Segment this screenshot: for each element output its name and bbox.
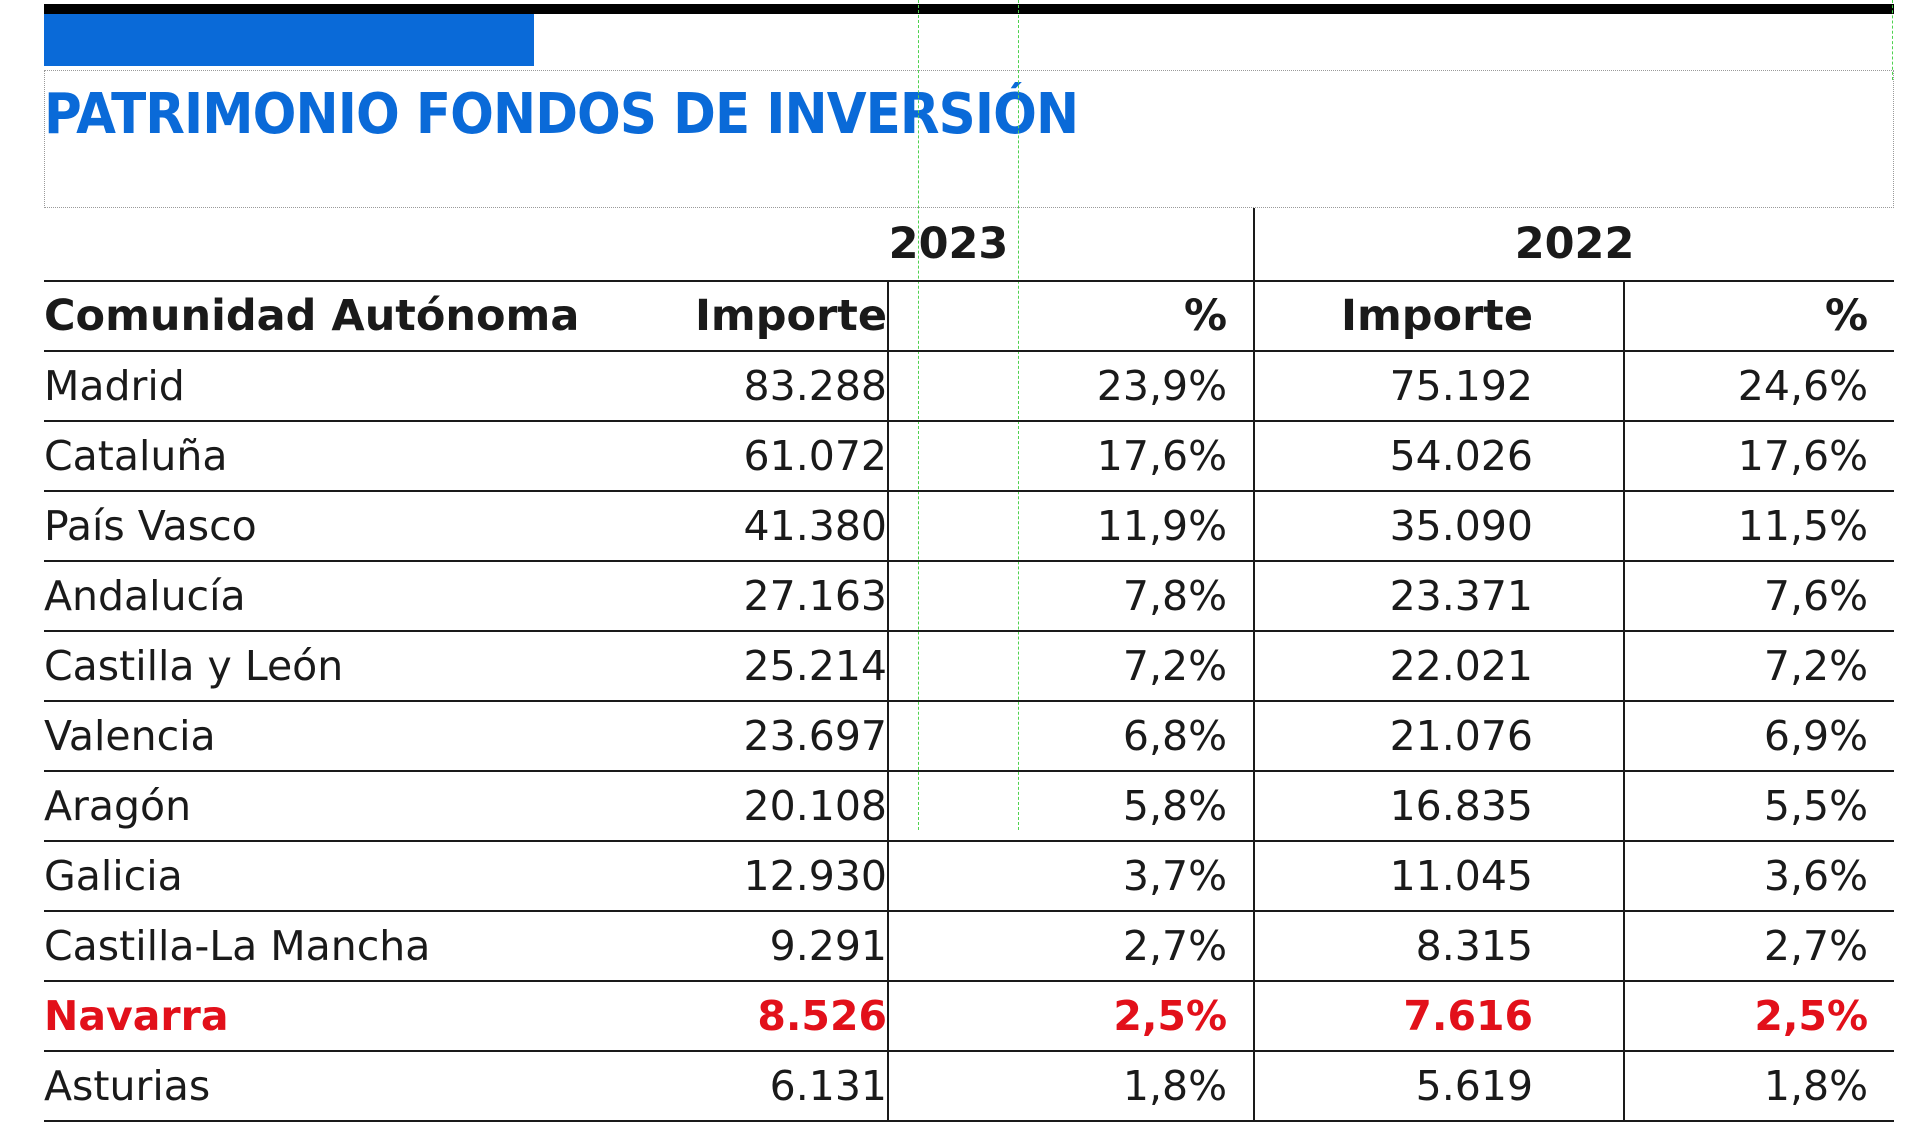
pct-2022-cell[interactable]: 1,8% (1623, 1051, 1895, 1122)
spacer-cell (887, 281, 928, 352)
page-title: PATRIMONIO FONDOS DE INVERSIÓN (44, 82, 1079, 147)
region-cell[interactable]: Castilla-La Mancha (44, 911, 644, 982)
region-cell[interactable]: Aragón (44, 771, 644, 842)
accent-bar (44, 14, 534, 66)
importe-2022-cell[interactable]: 21.076 (1253, 701, 1625, 772)
importe-2022-cell[interactable]: 54.026 (1253, 421, 1625, 492)
region-cell[interactable]: Galicia (44, 841, 644, 912)
table-row: Cataluña 61.072 17,6% 54.026 17,6% (44, 421, 1895, 492)
pct-2022-cell[interactable]: 11,5% (1623, 491, 1895, 562)
spacer-cell[interactable] (887, 631, 928, 702)
table-row: Madrid 83.288 23,9% 75.192 24,6% (44, 351, 1895, 422)
importe-2023-cell[interactable]: 6.131 (644, 1051, 888, 1122)
importe-2023-cell[interactable]: 23.697 (644, 701, 888, 772)
importe-2023-cell[interactable]: 12.930 (644, 841, 888, 912)
importe-2023-cell[interactable]: 41.380 (644, 491, 888, 562)
pct-2023-column-header: % (928, 281, 1255, 352)
region-cell[interactable]: Cataluña (44, 421, 644, 492)
region-cell[interactable]: Valencia (44, 701, 644, 772)
spacer-cell[interactable] (887, 1051, 928, 1122)
spacer-cell[interactable] (887, 561, 928, 632)
importe-2023-cell[interactable]: 27.163 (644, 561, 888, 632)
importe-2022-cell[interactable]: 22.021 (1253, 631, 1625, 702)
pct-2023-cell[interactable]: 17,6% (928, 421, 1255, 492)
spacer-cell[interactable] (887, 911, 928, 982)
spacer-cell[interactable] (887, 491, 928, 562)
importe-2023-cell[interactable]: 9.291 (644, 911, 888, 982)
importe-2023-cell[interactable]: 20.108 (644, 771, 888, 842)
investment-funds-table: 2023 2022 Comunidad Autónoma Importe % I… (44, 208, 1895, 1122)
region-cell[interactable]: Andalucía (44, 561, 644, 632)
importe-2022-cell[interactable]: 7.616 (1253, 981, 1625, 1052)
spacer-cell[interactable] (887, 701, 928, 772)
region-cell[interactable]: Navarra (44, 981, 644, 1052)
region-cell[interactable]: Madrid (44, 351, 644, 422)
pct-2022-cell[interactable]: 2,7% (1623, 911, 1895, 982)
table-row: Castilla y León 25.214 7,2% 22.021 7,2% (44, 631, 1895, 702)
pct-2023-cell[interactable]: 2,5% (928, 981, 1255, 1052)
importe-2023-cell[interactable]: 8.526 (644, 981, 888, 1052)
table-row: País Vasco 41.380 11,9% 35.090 11,5% (44, 491, 1895, 562)
column-guide-line (1892, 0, 1893, 80)
pct-2022-column-header: % (1623, 281, 1895, 352)
pct-2022-cell[interactable]: 7,6% (1623, 561, 1895, 632)
empty-header-cell (44, 208, 644, 282)
table-row: Andalucía 27.163 7,8% 23.371 7,6% (44, 561, 1895, 632)
table-row: Navarra 8.526 2,5% 7.616 2,5% (44, 981, 1895, 1052)
column-header-row: Comunidad Autónoma Importe % Importe % (44, 281, 1895, 352)
importe-2023-cell[interactable]: 83.288 (644, 351, 888, 422)
importe-2022-cell[interactable]: 75.192 (1253, 351, 1625, 422)
importe-2022-cell[interactable]: 16.835 (1253, 771, 1625, 842)
pct-2022-cell[interactable]: 7,2% (1623, 631, 1895, 702)
pct-2022-cell[interactable]: 6,9% (1623, 701, 1895, 772)
pct-2022-cell[interactable]: 24,6% (1623, 351, 1895, 422)
pct-2022-cell[interactable]: 3,6% (1623, 841, 1895, 912)
region-column-header: Comunidad Autónoma (44, 281, 644, 352)
pct-2023-cell[interactable]: 5,8% (928, 771, 1255, 842)
year-2023-header: 2023 (644, 208, 1255, 282)
importe-2022-column-header: Importe (1253, 281, 1625, 352)
table-row: Aragón 20.108 5,8% 16.835 5,5% (44, 771, 1895, 842)
year-header-row: 2023 2022 (44, 208, 1895, 282)
table-row: Galicia 12.930 3,7% 11.045 3,6% (44, 841, 1895, 912)
importe-2022-cell[interactable]: 35.090 (1253, 491, 1625, 562)
title-cell[interactable] (44, 70, 1894, 208)
pct-2023-cell[interactable]: 1,8% (928, 1051, 1255, 1122)
spacer-cell[interactable] (887, 981, 928, 1052)
pct-2023-cell[interactable]: 11,9% (928, 491, 1255, 562)
spacer-cell[interactable] (887, 421, 928, 492)
pct-2022-cell[interactable]: 17,6% (1623, 421, 1895, 492)
pct-2023-cell[interactable]: 7,2% (928, 631, 1255, 702)
spacer-cell[interactable] (887, 351, 928, 422)
pct-2023-cell[interactable]: 6,8% (928, 701, 1255, 772)
importe-2022-cell[interactable]: 11.045 (1253, 841, 1625, 912)
pct-2023-cell[interactable]: 7,8% (928, 561, 1255, 632)
spacer-cell[interactable] (887, 841, 928, 912)
importe-2022-cell[interactable]: 23.371 (1253, 561, 1625, 632)
pct-2023-cell[interactable]: 2,7% (928, 911, 1255, 982)
importe-2023-cell[interactable]: 25.214 (644, 631, 888, 702)
pct-2023-cell[interactable]: 3,7% (928, 841, 1255, 912)
top-rule (44, 4, 1894, 14)
pct-2022-cell[interactable]: 5,5% (1623, 771, 1895, 842)
importe-2023-column-header: Importe (644, 281, 888, 352)
region-cell[interactable]: Castilla y León (44, 631, 644, 702)
pct-2023-cell[interactable]: 23,9% (928, 351, 1255, 422)
importe-2023-cell[interactable]: 61.072 (644, 421, 888, 492)
year-2022-header: 2022 (1253, 208, 1895, 282)
pct-2022-cell[interactable]: 2,5% (1623, 981, 1895, 1052)
spreadsheet-page: PATRIMONIO FONDOS DE INVERSIÓN 2023 2022… (44, 0, 1895, 1122)
table-row: Castilla-La Mancha 9.291 2,7% 8.315 2,7% (44, 911, 1895, 982)
importe-2022-cell[interactable]: 5.619 (1253, 1051, 1625, 1122)
region-cell[interactable]: Asturias (44, 1051, 644, 1122)
table-row: Asturias 6.131 1,8% 5.619 1,8% (44, 1051, 1895, 1122)
importe-2022-cell[interactable]: 8.315 (1253, 911, 1625, 982)
table-row: Valencia 23.697 6,8% 21.076 6,9% (44, 701, 1895, 772)
spacer-cell[interactable] (887, 771, 928, 842)
region-cell[interactable]: País Vasco (44, 491, 644, 562)
